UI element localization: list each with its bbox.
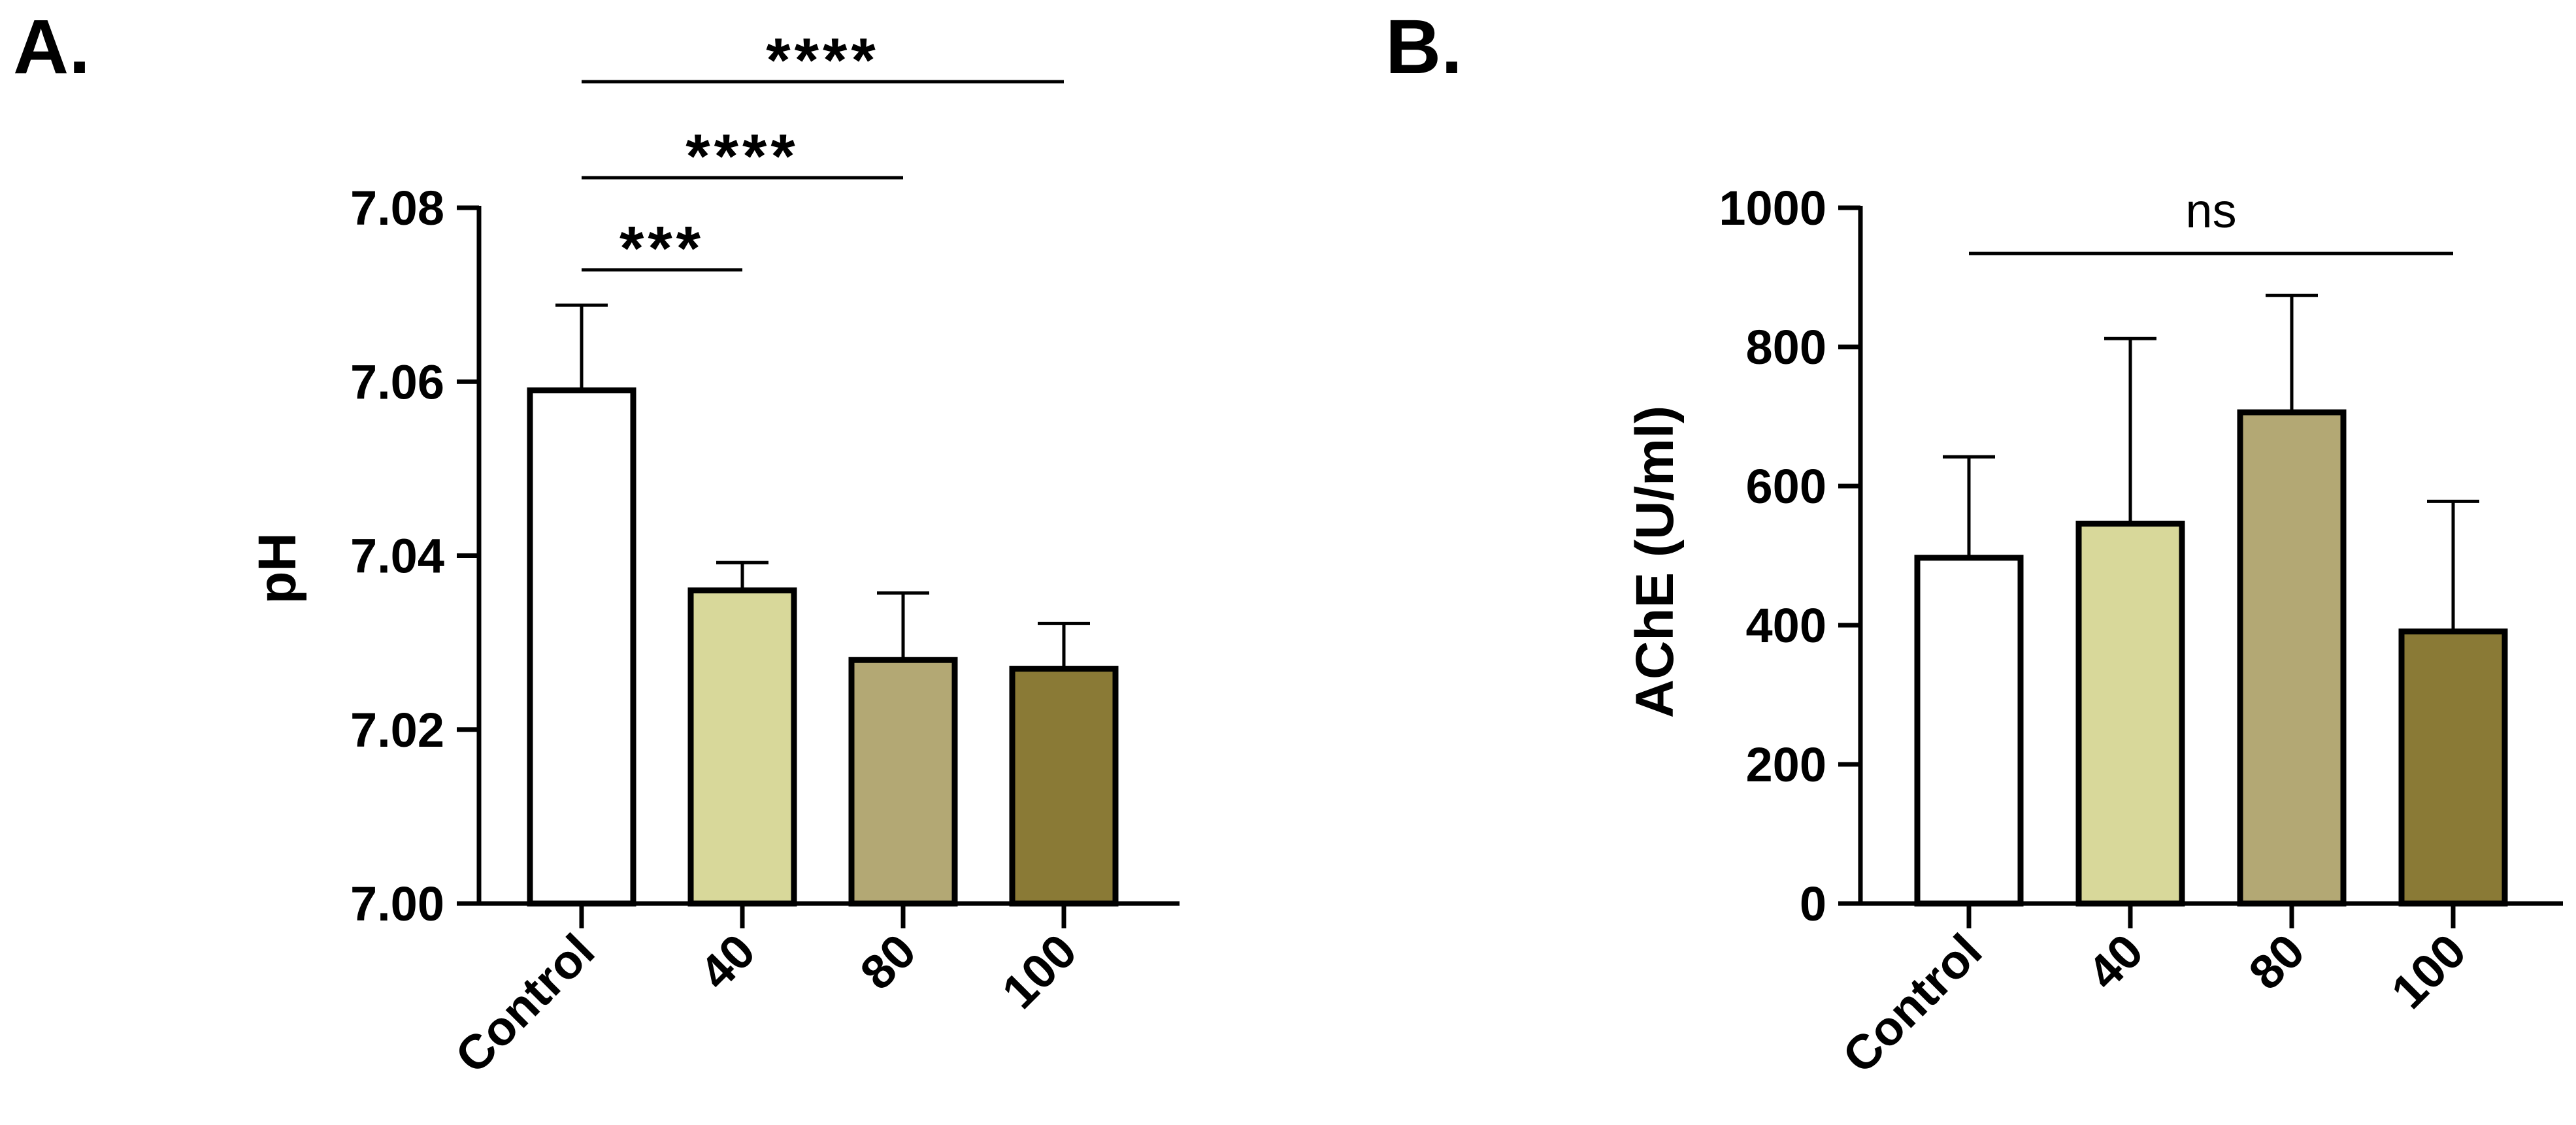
panel-b-letter: B.	[1385, 4, 1462, 90]
panel-a-category-label: 80	[850, 924, 926, 1000]
panel-b-bar-40	[2075, 521, 2185, 907]
panel-a-bar-80	[848, 657, 958, 907]
panel-a-y-tick-label: 7.06	[350, 355, 444, 409]
panel-b-chart: B. AChE (U/ml) 0 200 400 600 800 1000 Control 4…	[1385, 4, 2563, 1083]
panel-b-y-tick-label: 1000	[1719, 181, 1826, 235]
panel-b-category-label: 80	[2238, 924, 2315, 1000]
panel-a-letter: A.	[13, 4, 90, 90]
panel-b-category-label: 100	[2381, 924, 2476, 1019]
panel-b-bar-100	[2398, 628, 2508, 907]
panel-a-bar-100	[1009, 666, 1119, 907]
panel-b-y-axis-title: AChE (U/ml)	[1625, 406, 1685, 718]
panel-b-y-tick-label: 400	[1746, 598, 1826, 653]
panel-a-bar-40	[687, 587, 797, 907]
panel-b-y-tick-label: 0	[1800, 877, 1826, 931]
panel-a-chart: A. pH 7.00 7.02 7.04 7.06 7.08 Control 40 80 100…	[13, 4, 1180, 1083]
panel-b-bar-control	[1914, 555, 2024, 907]
panel-b-bar-80	[2237, 409, 2347, 907]
panel-a-category-label: 100	[991, 924, 1087, 1019]
panel-a-category-label: Control	[445, 924, 605, 1084]
panel-b-category-label: Control	[1832, 924, 1992, 1084]
panel-b-y-tick-label: 600	[1746, 459, 1826, 514]
panel-a-significance-label: ***	[619, 214, 704, 284]
panel-a-y-tick-label: 7.08	[350, 181, 444, 235]
panel-b-marks: 0 200 400 600 800 1000 Control 40 80 100 ns	[1719, 181, 2563, 1083]
panel-a-y-tick-label: 7.00	[350, 877, 444, 931]
panel-a-y-tick-label: 7.04	[350, 529, 444, 583]
panel-a-y-tick-label: 7.02	[350, 703, 444, 757]
panel-a-bar-control	[527, 387, 636, 907]
panel-b-category-label: 40	[2077, 924, 2153, 1000]
panel-b-y-tick-label: 800	[1746, 320, 1826, 374]
panel-a-y-axis-title: pH	[248, 532, 307, 604]
panel-b-significance-label: ns	[2185, 184, 2236, 238]
panel-a-significance-label: ****	[766, 25, 879, 95]
panel-a-category-label: 40	[689, 924, 765, 1000]
panel-a-significance-label: ****	[685, 122, 799, 191]
panel-b-y-tick-label: 200	[1746, 738, 1826, 792]
